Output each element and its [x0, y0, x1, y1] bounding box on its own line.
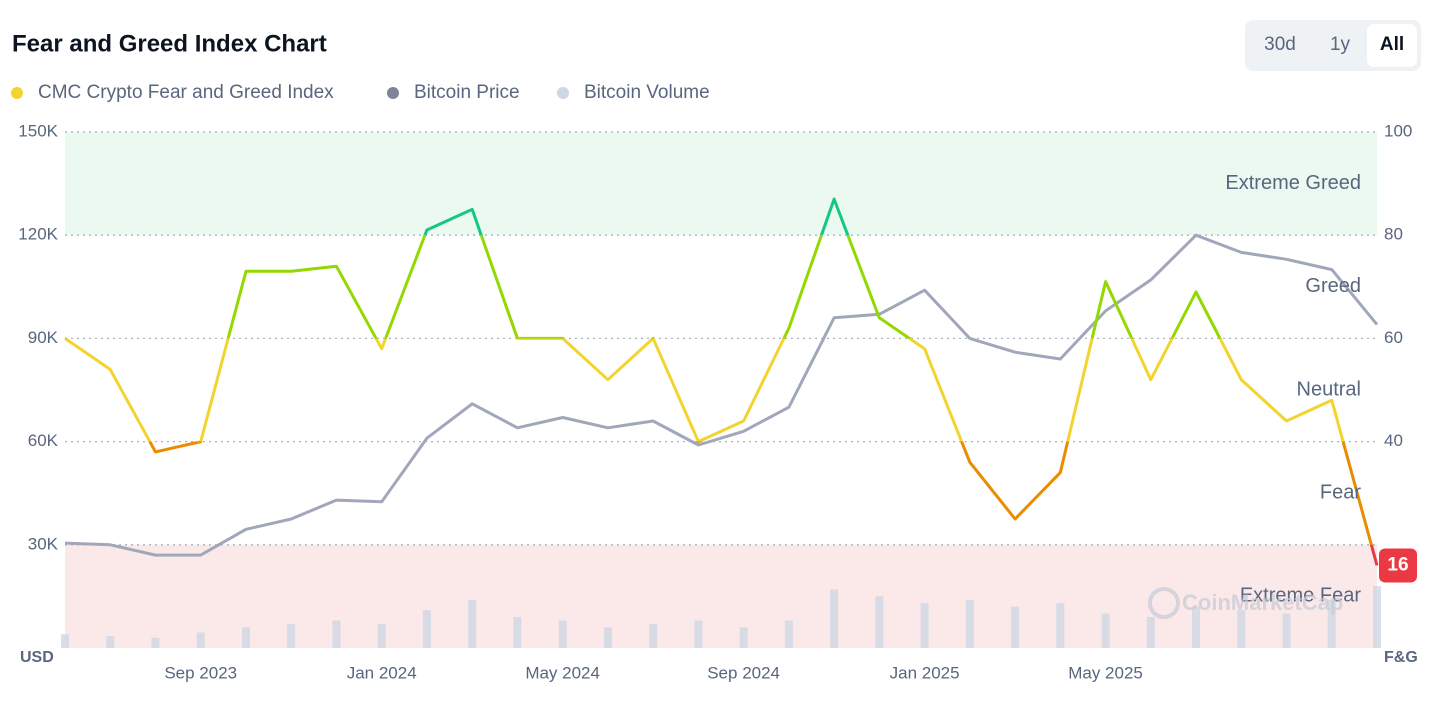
volume-bar	[61, 634, 69, 648]
y-tick-label: 150K	[18, 121, 58, 140]
y-tick-label: 60K	[28, 431, 59, 450]
volume-bar	[1056, 603, 1065, 648]
volume-bar	[151, 637, 160, 648]
y-tick-label: 120K	[18, 225, 58, 244]
x-tick-label: Sep 2023	[164, 663, 237, 682]
range-button[interactable]: 1y	[1330, 34, 1351, 55]
legend-dot	[557, 87, 569, 99]
y-tick-label: 90K	[28, 328, 59, 347]
volume-bar	[1011, 606, 1020, 648]
zone-background	[65, 544, 1377, 648]
chart-title: Fear and Greed Index Chart	[12, 30, 327, 57]
volume-bar	[1373, 586, 1381, 648]
volume-bar	[287, 623, 296, 648]
volume-bar	[422, 610, 431, 648]
volume-bar	[1282, 613, 1291, 648]
legend-dot	[11, 87, 23, 99]
volume-bar	[965, 599, 974, 648]
volume-bar	[468, 599, 477, 648]
x-tick-label: Sep 2024	[707, 663, 780, 682]
volume-bar	[603, 627, 612, 648]
volume-bar	[875, 596, 884, 648]
current-value-label: 16	[1387, 554, 1408, 575]
range-button[interactable]: All	[1380, 34, 1404, 55]
volume-bar	[377, 623, 386, 648]
fear-greed-line	[64, 197, 1379, 566]
zone-label: Extreme Greed	[1225, 172, 1361, 194]
legend-dot	[387, 87, 399, 99]
volume-bar	[513, 617, 522, 648]
y-axis-label: USD	[20, 649, 54, 666]
volume-bar	[1327, 599, 1336, 648]
watermark-logo	[1148, 587, 1180, 619]
volume-bar	[332, 620, 341, 648]
zone-label: Greed	[1305, 275, 1361, 297]
volume-bar	[1192, 606, 1201, 648]
y-tick-label: 30K	[28, 534, 59, 553]
y2-tick-label: 60	[1384, 328, 1403, 347]
x-tick-label: May 2025	[1068, 663, 1143, 682]
volume-bar	[1101, 613, 1110, 648]
volume-bar	[739, 627, 748, 648]
volume-bar	[1146, 617, 1155, 648]
zone-label: Neutral	[1297, 378, 1361, 400]
active-button-bg	[1367, 24, 1417, 67]
volume-bar	[196, 632, 205, 648]
x-tick-label: May 2024	[525, 663, 600, 682]
y2-tick-label: 80	[1384, 225, 1403, 244]
volume-bar	[558, 620, 567, 648]
y2-tick-label: 40	[1384, 431, 1403, 450]
zone-label: Extreme Fear	[1240, 585, 1361, 607]
watermark: CoinMarketCap	[1182, 590, 1343, 615]
volume-bar	[1237, 610, 1246, 648]
x-tick-label: Jan 2024	[347, 663, 417, 682]
range-button[interactable]: 30d	[1264, 34, 1296, 55]
zone-label: Fear	[1320, 481, 1361, 503]
y2-tick-label: 100	[1384, 121, 1412, 140]
current-value-badge	[1379, 548, 1417, 583]
price-line	[64, 233, 1379, 557]
y2-axis-label: F&G	[1384, 649, 1418, 666]
x-tick-label: Jan 2025	[890, 663, 960, 682]
volume-bar	[106, 635, 115, 648]
volume-bar	[784, 620, 793, 648]
volume-bar	[694, 620, 703, 648]
volume-bar	[649, 623, 658, 648]
legend-label: Bitcoin Price	[414, 82, 520, 103]
zone-background	[65, 132, 1377, 236]
volume-bar	[920, 603, 929, 648]
volume-bar	[830, 589, 839, 648]
volume-bar	[241, 627, 250, 648]
legend-label: CMC Crypto Fear and Greed Index	[38, 82, 334, 103]
legend-label: Bitcoin Volume	[584, 82, 710, 103]
